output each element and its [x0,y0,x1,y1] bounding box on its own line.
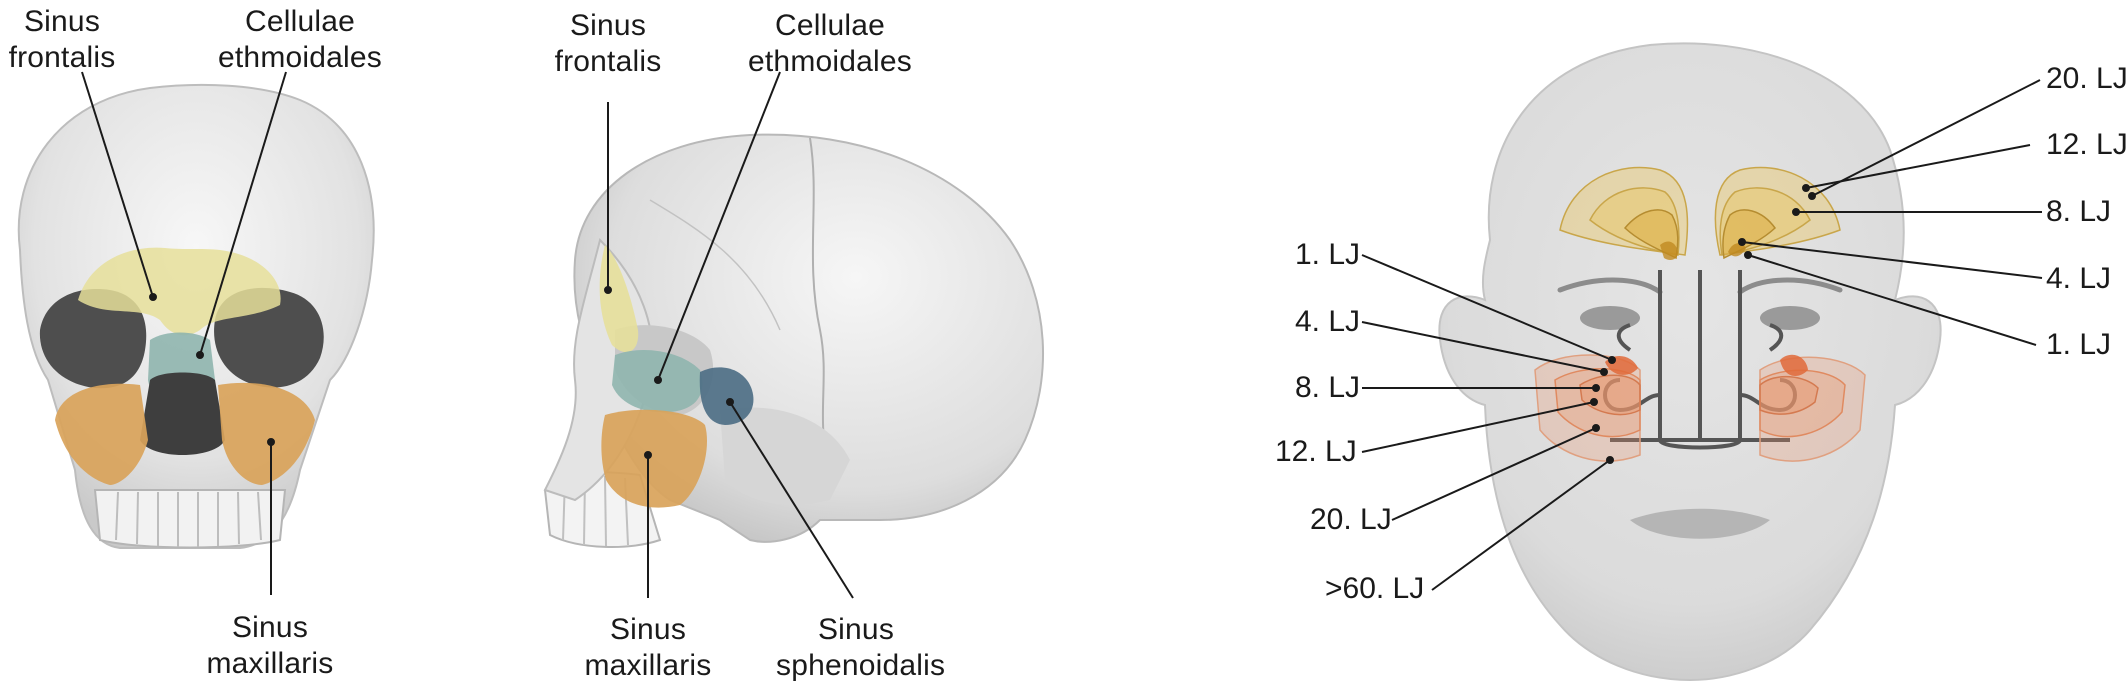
label-ethmoid-cells-frontal-view: Cellulae ethmoidales [218,5,382,74]
maxillary-sinus-stages-right [1759,354,1866,462]
age-label-right-20: 20. LJ [2046,62,2126,95]
age-label-left-1: 1. LJ [1295,238,1361,271]
maxillary-sinus-left-region [55,383,148,485]
age-label-right-1: 1. LJ [2046,328,2112,361]
leader-line-sphenoid-sinus-lateral [729,401,854,599]
label-frontal-sinus-lateral-view: Sinus frontalis [554,9,662,78]
frontal-sinus-region-lateral-view [599,245,639,353]
age-label-left-20: 20. LJ [1310,503,1392,536]
age-label-left-4: 4. LJ [1295,305,1361,338]
label-sphenoid-sinus-lateral-view: Sinus sphenoidalis [776,613,946,682]
age-label-right-4: 4. LJ [2046,262,2112,295]
leader-line-right-20 [1811,79,2041,197]
leader-line-right-1 [1747,254,2037,346]
frontal-skull-illustration [17,71,375,595]
leader-line-right-12 [1805,144,2031,189]
maxillary-sinus-right-region [218,382,315,485]
label-maxillary-sinus-lateral-view: Sinus maxillaris [584,613,712,682]
age-label-left-8: 8. LJ [1295,371,1361,404]
leader-line-ethmoid-cells-lateral [657,71,781,381]
frontal-sinus-region [78,247,281,336]
leader-line-frontal-sinus [81,71,154,298]
leader-line-left-60 [1431,459,1611,591]
leader-line-left-1 [1361,254,1613,361]
age-label-right-12: 12. LJ [2046,128,2126,161]
leader-line-left-20 [1391,427,1597,521]
sphenoid-sinus-region-lateral-view [699,367,754,425]
age-label-left-12: 12. LJ [1275,435,1357,468]
label-frontal-sinus-frontal-view: Sinus frontalis [8,5,116,74]
leader-line-left-4 [1361,321,1605,373]
frontal-sinus-stages-left [1559,166,1689,260]
age-label-left-60: >60. LJ [1325,572,1425,605]
label-maxillary-sinus-frontal-view: Sinus maxillaris [206,611,334,680]
leader-line-left-12 [1361,401,1595,453]
label-ethmoid-cells-lateral-view: Cellulae ethmoidales [748,9,912,78]
leader-line-ethmoid-cells [199,71,287,356]
age-label-right-8: 8. LJ [2046,195,2112,228]
maxillary-sinus-region-lateral-view [601,409,708,508]
leader-line-right-4 [1741,241,2043,279]
